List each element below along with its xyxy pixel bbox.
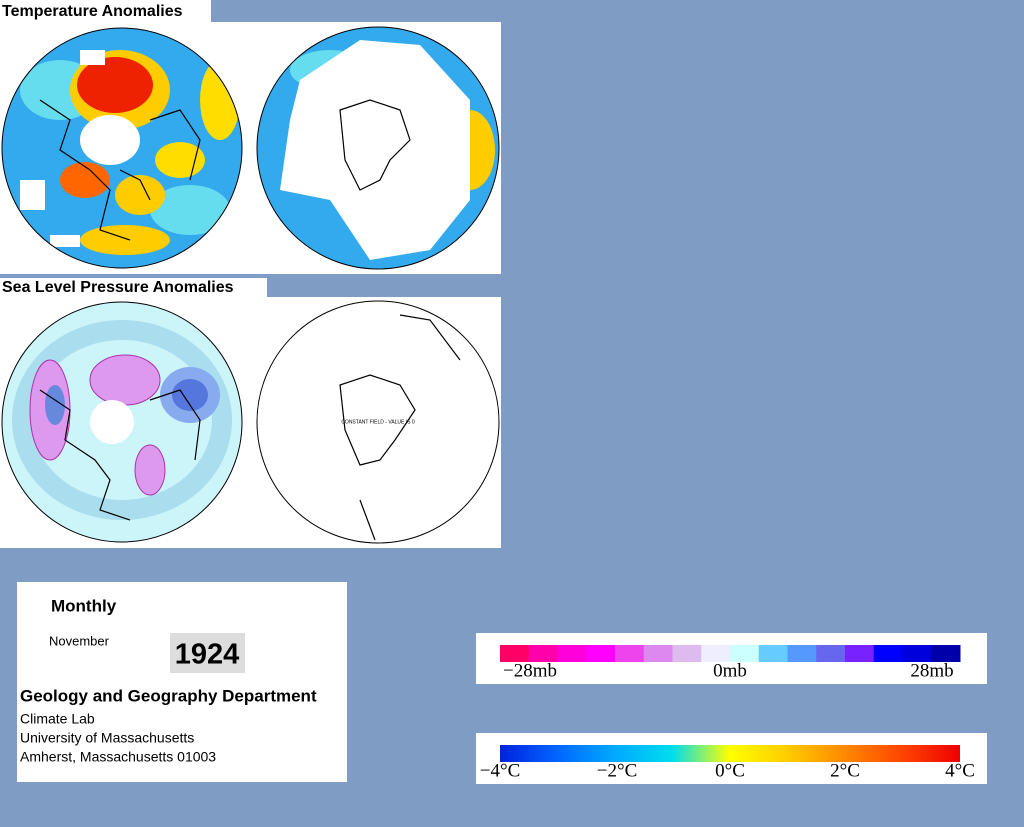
colorbar-swatch (643, 645, 673, 662)
colorbar-swatch (500, 645, 530, 662)
address-line: University of Massachusetts (20, 730, 194, 746)
address-line: Climate Lab (20, 711, 95, 727)
north-pressure-map (2, 302, 242, 542)
scale-label: 4°C (945, 760, 975, 781)
address-line: Amherst, Massachusetts 01003 (20, 749, 216, 765)
coastline (339, 314, 461, 541)
colorbar-swatch (672, 645, 702, 662)
panel-title: Temperature Anomalies (2, 3, 183, 20)
month: November (49, 633, 110, 648)
south-temp-map (257, 27, 499, 269)
map-outline (1, 301, 243, 543)
map-outline (1, 27, 243, 269)
pressure-colorbar (500, 645, 961, 662)
colorbar-swatch (873, 645, 903, 662)
department: Geology and Geography Department (20, 686, 317, 705)
colorbar-swatch (787, 645, 817, 662)
title-box (0, 0, 211, 22)
scale-label: −28mb (503, 660, 557, 681)
north-temp-map (2, 28, 242, 268)
colorbar-swatch (902, 645, 932, 662)
colorbar-swatch (758, 645, 788, 662)
title-box (0, 278, 267, 297)
map-outline (256, 300, 500, 544)
annotation: CONSTANT FIELD - VALUE IS 0 (341, 419, 415, 425)
scale-label: 0°C (715, 760, 745, 781)
colorbar-swatch (701, 645, 731, 662)
scale-label: 2°C (830, 760, 860, 781)
colorbar-swatch (586, 645, 616, 662)
info-box (17, 582, 347, 782)
panel-title: Sea Level Pressure Anomalies (2, 279, 234, 296)
colorbar-swatch (845, 645, 875, 662)
colorbar-swatch (528, 645, 558, 662)
colorbar-swatch (615, 645, 645, 662)
frequency: Monthly (51, 596, 117, 615)
year-box (170, 633, 245, 673)
scale-label: 0mb (713, 660, 747, 681)
colorbar-swatch (730, 645, 760, 662)
scale-label: 28mb (910, 660, 953, 681)
scale-label: −4°C (480, 760, 521, 781)
map-outline (256, 26, 500, 270)
colorbar-swatch (557, 645, 587, 662)
colorbar-swatch (816, 645, 846, 662)
year: 1924 (175, 639, 240, 671)
scale-label: −2°C (597, 760, 638, 781)
colorbar-swatch (931, 645, 961, 662)
temperature-colorbar (500, 745, 960, 762)
